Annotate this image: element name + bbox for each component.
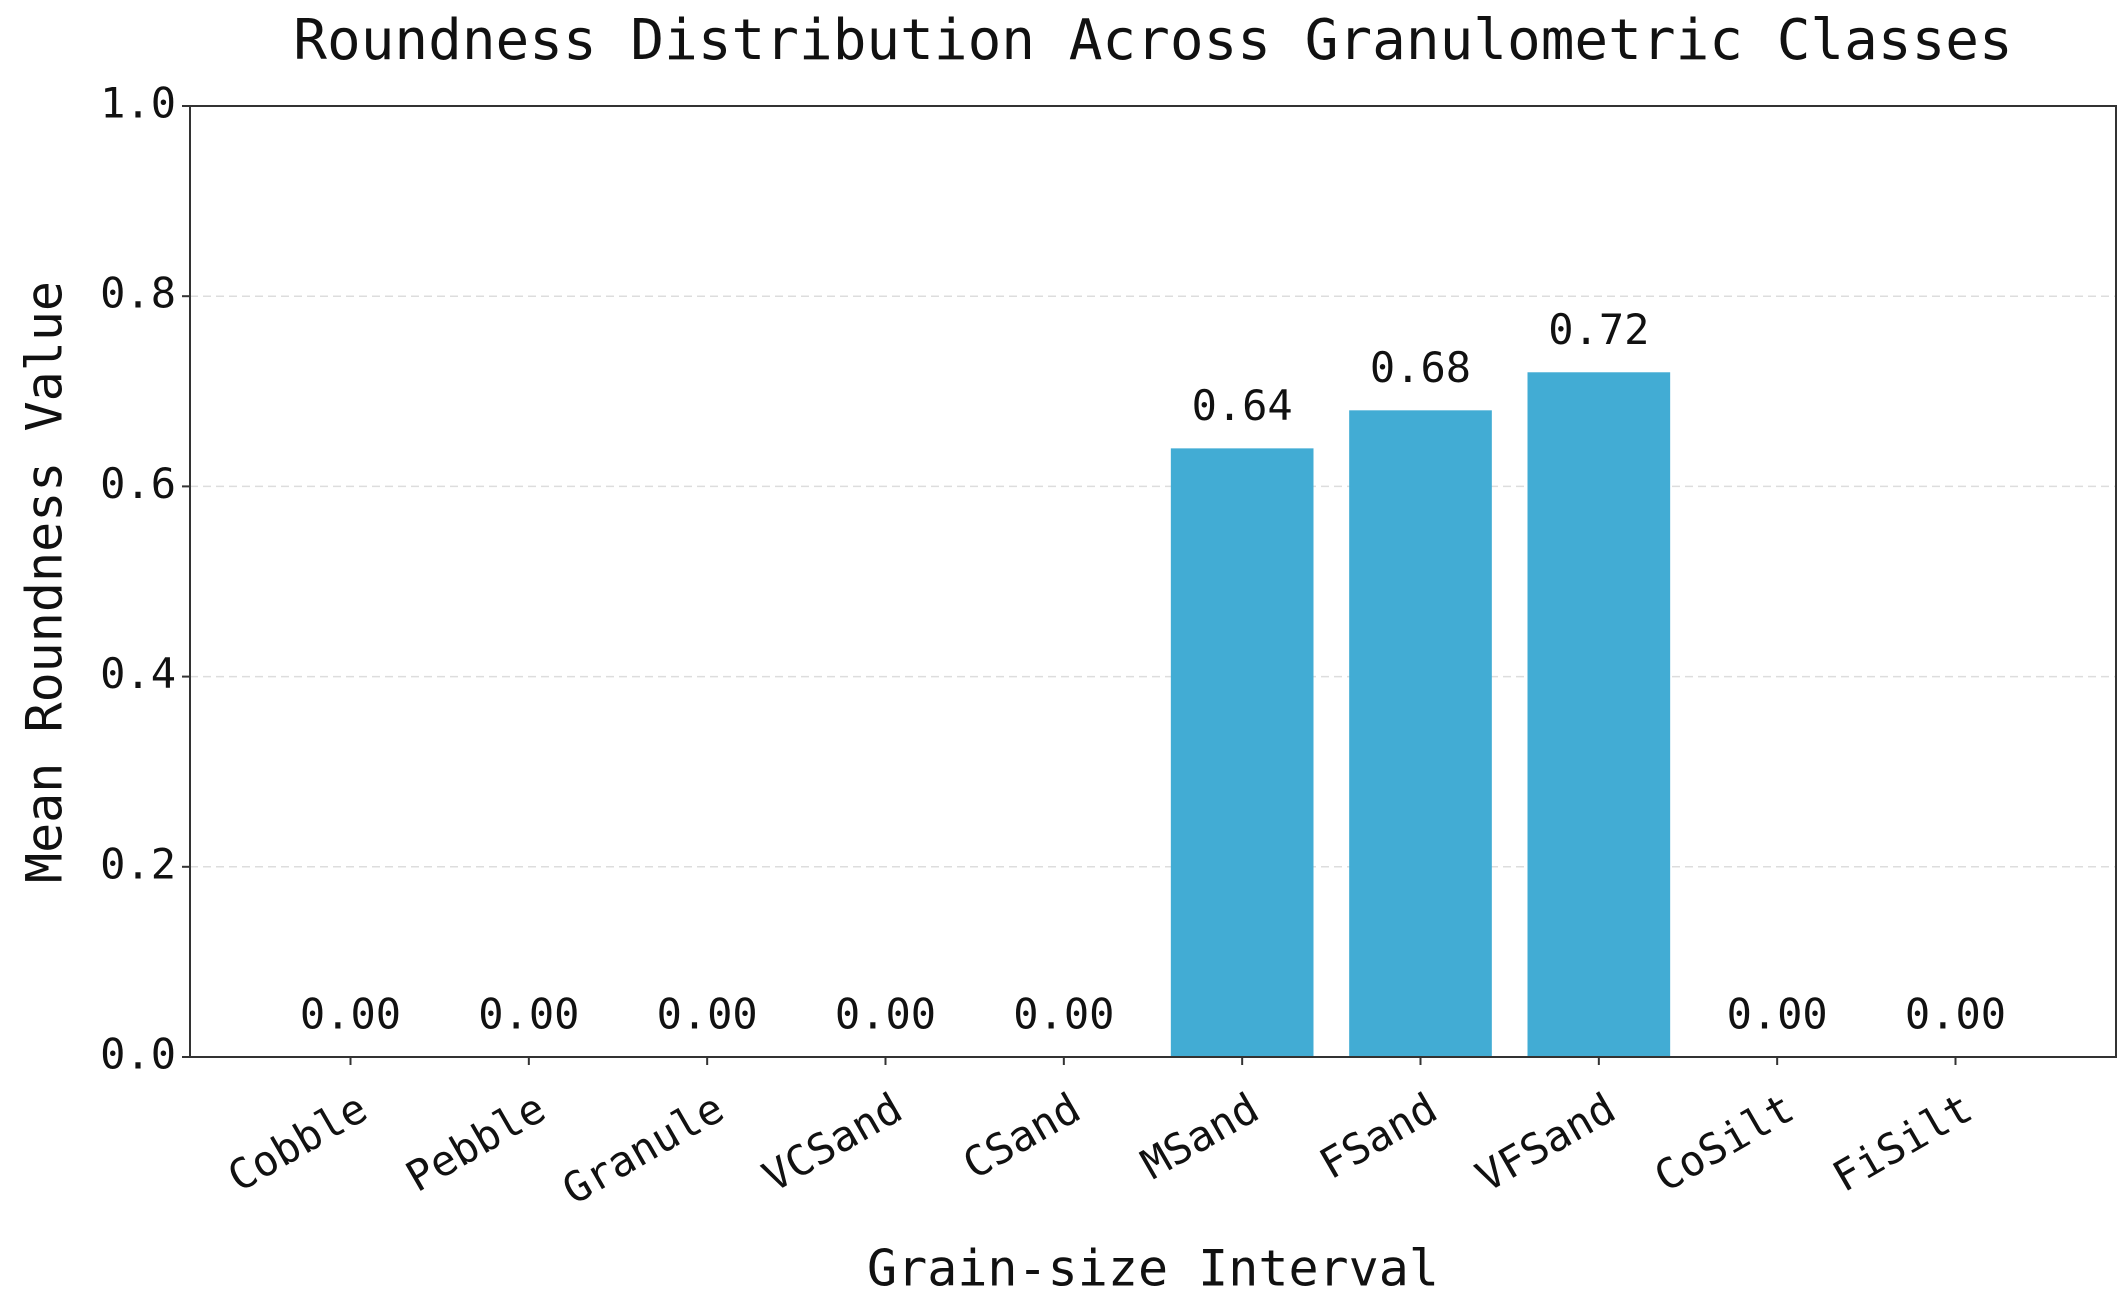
y-tick-label: 1.0 bbox=[100, 79, 176, 128]
value-label: 0.00 bbox=[1013, 990, 1114, 1039]
chart-title: Roundness Distribution Across Granulomet… bbox=[293, 8, 2012, 73]
y-tick-label: 0.2 bbox=[100, 839, 176, 888]
value-label: 0.68 bbox=[1370, 343, 1471, 392]
value-label: 0.00 bbox=[1727, 990, 1828, 1039]
y-tick-label: 0.8 bbox=[100, 269, 176, 318]
y-tick-label: 0.4 bbox=[100, 649, 176, 698]
value-label: 0.64 bbox=[1192, 381, 1293, 430]
value-label: 0.00 bbox=[478, 990, 579, 1039]
value-label: 0.00 bbox=[1905, 990, 2006, 1039]
y-tick-label: 0.6 bbox=[100, 459, 176, 508]
y-axis-label: Mean Roundness Value bbox=[16, 281, 74, 883]
value-label: 0.00 bbox=[300, 990, 401, 1039]
value-label: 0.00 bbox=[657, 990, 758, 1039]
x-axis-label: Grain-size Interval bbox=[867, 1240, 1439, 1298]
bar bbox=[1349, 410, 1492, 1057]
bar bbox=[1170, 448, 1314, 1057]
y-tick-label: 0.0 bbox=[100, 1030, 176, 1079]
value-label: 0.00 bbox=[835, 990, 936, 1039]
value-label: 0.72 bbox=[1548, 305, 1649, 354]
bar bbox=[1527, 372, 1671, 1057]
plot-frame bbox=[189, 105, 2117, 1058]
